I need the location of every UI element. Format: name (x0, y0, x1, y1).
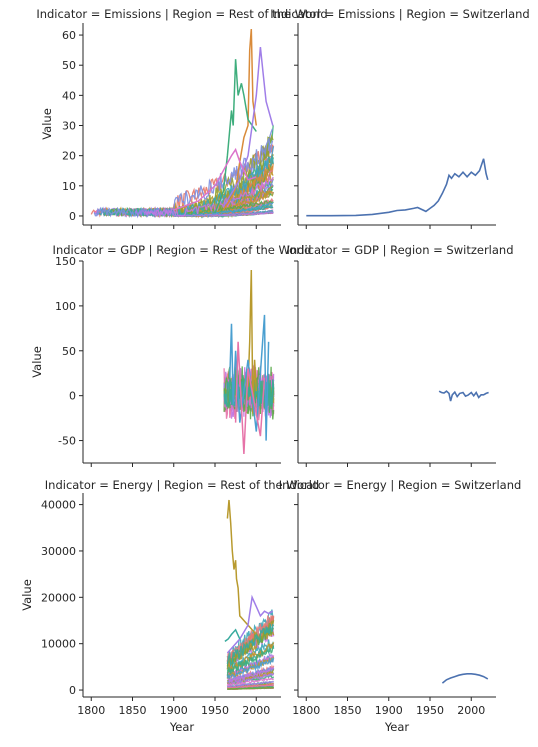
y-tick-label: 30 (62, 120, 76, 133)
x-tick-label: 1850 (119, 704, 147, 717)
x-tick-label: 1850 (334, 704, 362, 717)
facet-title: Indicator = Energy | Region = Rest of th… (45, 478, 319, 492)
series-line-country (227, 642, 275, 674)
x-tick-label: 1950 (201, 704, 229, 717)
y-tick-label: 0 (69, 210, 76, 223)
y-tick-label: 10 (62, 180, 76, 193)
series-line-switzerland (441, 672, 489, 684)
series-line-country (227, 672, 275, 686)
series-line-country (227, 667, 275, 684)
series-line-country (234, 341, 266, 455)
y-tick-label: 60 (62, 29, 76, 42)
facet-title: Indicator = GDP | Region = Rest of the W… (53, 243, 312, 257)
series-line-country (143, 175, 274, 219)
x-axis-label: Year (384, 720, 410, 734)
facet-title: Indicator = GDP | Region = Switzerland (286, 243, 513, 257)
plot-area (224, 499, 275, 690)
series-line-country (222, 47, 274, 208)
y-tick-label: 50 (62, 345, 76, 358)
plot-area (438, 390, 489, 402)
y-tick-label: 40 (62, 89, 76, 102)
y-tick-label: 0 (69, 684, 76, 697)
y-tick-label: 0 (69, 390, 76, 403)
series-line-country (226, 657, 275, 681)
x-axis-label: Year (169, 720, 195, 734)
series-line-country (214, 59, 257, 214)
series-line-country (226, 645, 275, 676)
y-tick-label: 10000 (41, 638, 76, 651)
plot-area (223, 269, 275, 455)
x-tick-label: 1950 (416, 704, 444, 717)
facet-panel-1: Indicator = Emissions | Region = Rest of… (36, 7, 328, 229)
series-line-country (226, 677, 275, 687)
facet-panel-6: Indicator = Energy | Region = Switzerlan… (279, 478, 522, 734)
facet-panel-4: Indicator = GDP | Region = Switzerland (286, 243, 514, 467)
series-line-country (226, 594, 274, 654)
y-tick-label: -50 (58, 435, 76, 448)
facet-title: Indicator = Emissions | Region = Switzer… (270, 7, 530, 21)
series-line-country (226, 680, 274, 688)
x-tick-label: 2000 (457, 704, 485, 717)
facet-title: Indicator = Emissions | Region = Rest of… (36, 7, 327, 21)
y-tick-label: 30000 (41, 545, 76, 558)
y-tick-label: 20 (62, 150, 76, 163)
series-line-country (247, 269, 258, 414)
plot-area (306, 158, 489, 217)
series-line-country (169, 202, 274, 218)
y-axis-label: Value (40, 108, 54, 140)
facet-panel-2: Indicator = Emissions | Region = Switzer… (270, 7, 530, 229)
y-tick-label: 20000 (41, 591, 76, 604)
series-line-country (229, 314, 270, 441)
series-line-country (226, 623, 275, 668)
x-tick-label: 1900 (160, 704, 188, 717)
series-line-country (227, 683, 274, 689)
facet-title: Indicator = Energy | Region = Switzerlan… (279, 478, 522, 492)
y-tick-label: 50 (62, 59, 76, 72)
facet-panel-3: Indicator = GDP | Region = Rest of the W… (30, 243, 311, 467)
y-tick-label: 40000 (41, 499, 76, 512)
series-line-country (173, 147, 257, 211)
series-line-country (227, 687, 274, 690)
plot-area (441, 672, 489, 684)
series-line-country (222, 28, 258, 211)
plot-area (90, 28, 275, 219)
y-axis-label: Value (20, 579, 34, 611)
y-tick-label: 150 (55, 255, 76, 268)
x-tick-label: 1800 (77, 704, 105, 717)
y-axis-label: Value (30, 346, 44, 378)
x-tick-label: 1900 (375, 704, 403, 717)
series-line-country (95, 137, 274, 218)
series-line-country (224, 628, 241, 643)
x-tick-label: 2000 (242, 704, 270, 717)
series-line-switzerland (438, 390, 489, 402)
y-tick-label: 100 (55, 300, 76, 313)
facet-panel-5: Indicator = Energy | Region = Rest of th… (20, 478, 319, 734)
x-tick-label: 1800 (292, 704, 320, 717)
series-line-switzerland (306, 158, 489, 217)
series-line-country (226, 499, 257, 635)
